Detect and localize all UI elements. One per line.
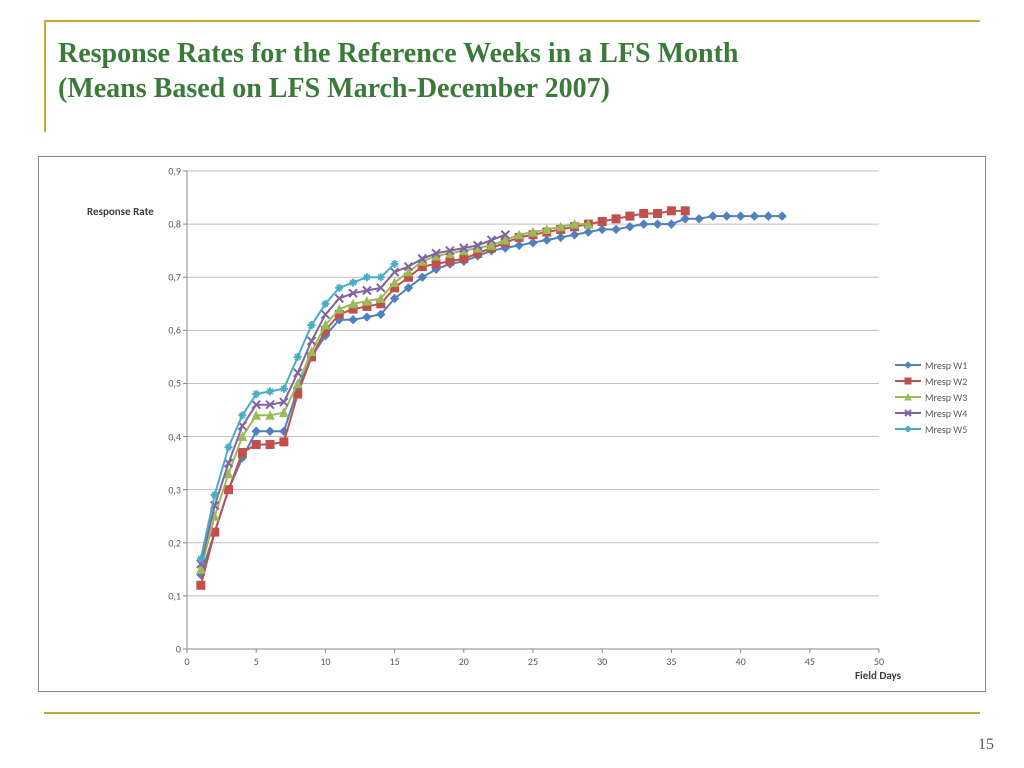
xtick-label: 30 — [592, 655, 612, 668]
title-line2: (Means Based on LFS March-December 2007) — [58, 73, 610, 104]
ytick-label: 0,3 — [151, 483, 181, 496]
legend-item: Mresp W5 — [895, 421, 967, 437]
xtick-label: 5 — [246, 655, 266, 668]
ytick-label: 0,9 — [151, 165, 181, 178]
xtick-label: 35 — [661, 655, 681, 668]
xtick-label: 25 — [523, 655, 543, 668]
legend-item: Mresp W1 — [895, 357, 967, 373]
legend-swatch — [895, 408, 921, 418]
legend-label: Mresp W3 — [925, 391, 967, 404]
xtick-label: 15 — [385, 655, 405, 668]
ytick-label: 0,7 — [151, 271, 181, 284]
frame-top — [44, 20, 980, 22]
ytick-label: 0,4 — [151, 430, 181, 443]
legend-item: Mresp W4 — [895, 405, 967, 421]
legend-item: Mresp W3 — [895, 389, 967, 405]
legend-swatch — [895, 360, 921, 370]
xtick-label: 45 — [800, 655, 820, 668]
frame-bottom — [44, 712, 980, 714]
legend-label: Mresp W2 — [925, 375, 967, 388]
x-axis-title: Field Days — [855, 669, 901, 682]
chart-legend: Mresp W1 Mresp W2 Mresp W3 Mresp W4 Mresp W5 — [895, 357, 967, 437]
legend-item: Mresp W2 — [895, 373, 967, 389]
ytick-label: 0,5 — [151, 377, 181, 390]
frame-left — [44, 20, 46, 132]
ytick-label: 0,2 — [151, 536, 181, 549]
chart-container: Response Rate Field Days Mresp W1Mresp W… — [38, 156, 986, 692]
xtick-label: 50 — [869, 655, 889, 668]
title-line1: Response Rates for the Reference Weeks i… — [58, 38, 739, 69]
slide: Response Rates for the Reference Weeks i… — [0, 0, 1024, 768]
legend-swatch — [895, 392, 921, 402]
xtick-label: 10 — [315, 655, 335, 668]
xtick-label: 0 — [177, 655, 197, 668]
legend-label: Mresp W4 — [925, 407, 967, 420]
ytick-label: 0 — [151, 643, 181, 656]
legend-swatch — [895, 376, 921, 386]
legend-label: Mresp W1 — [925, 359, 967, 372]
chart-plot — [187, 171, 879, 649]
page-number: 15 — [978, 736, 994, 754]
y-axis-title: Response Rate — [87, 205, 154, 218]
legend-label: Mresp W5 — [925, 423, 967, 436]
ytick-label: 0,1 — [151, 589, 181, 602]
xtick-label: 20 — [454, 655, 474, 668]
slide-title: Response Rates for the Reference Weeks i… — [58, 36, 958, 106]
legend-swatch — [895, 424, 921, 434]
ytick-label: 0,6 — [151, 324, 181, 337]
xtick-label: 40 — [731, 655, 751, 668]
ytick-label: 0,8 — [151, 218, 181, 231]
